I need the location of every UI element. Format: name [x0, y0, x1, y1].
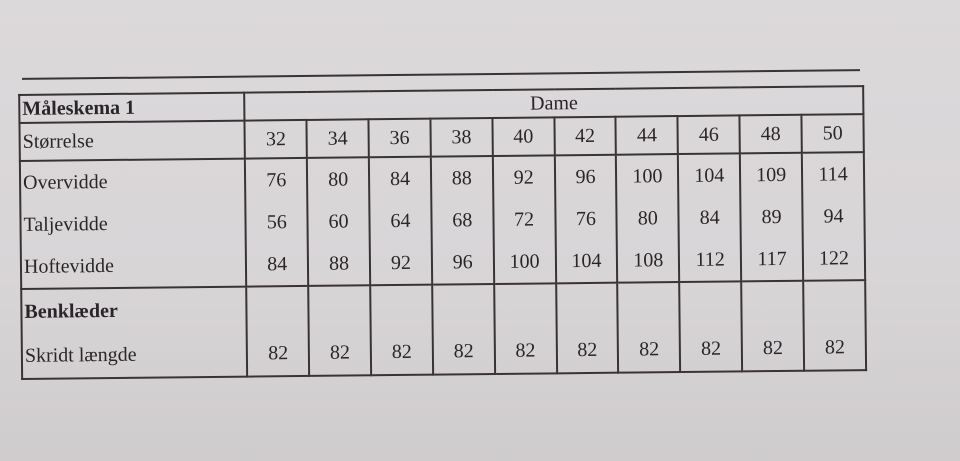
measure-cell: 80 60 88: [307, 157, 371, 286]
inseam-block: Benklæder Skridt længde 82 82 82 82 82 8…: [21, 280, 867, 379]
measure-value: 89: [761, 205, 782, 229]
inseam-value: 82: [762, 336, 784, 360]
inseam-value: 82: [453, 340, 474, 363]
measure-value: 56: [266, 211, 287, 234]
inseam-cell: 82: [617, 282, 681, 373]
inseam-value: 82: [391, 340, 412, 364]
measure-value: 92: [513, 166, 534, 189]
size-cell: 46: [677, 115, 741, 155]
inseam-value: 82: [639, 338, 660, 361]
inseam-label: Skridt længde: [24, 343, 137, 367]
size-cell: 32: [244, 119, 308, 159]
size-cell: 40: [492, 117, 555, 156]
size-cell: 38: [430, 117, 493, 157]
measure-value: 114: [818, 163, 848, 186]
measure-value: 84: [389, 167, 411, 191]
measure-value: 64: [390, 209, 411, 233]
measure-value: 76: [266, 169, 287, 192]
measure-value: 108: [633, 249, 664, 272]
inseam-cell: 82: [555, 282, 619, 374]
inseam-value: 82: [515, 339, 536, 362]
measure-label: Hoftevidde: [23, 254, 115, 278]
empty-line: [437, 285, 489, 330]
measure-value: 100: [509, 250, 540, 273]
inseam-value: 82: [824, 336, 845, 359]
measure-labels: Overvidde Taljevidde Hoftevidde: [19, 158, 247, 289]
measure-value: 72: [514, 208, 535, 231]
measure-value: 96: [452, 251, 473, 274]
measure-value: 104: [571, 249, 602, 273]
inseam-value: 82: [700, 337, 722, 360]
measure-cell: 92 72 100: [492, 155, 556, 284]
section-label: Benklæder: [24, 299, 118, 323]
measurement-sheet: Måleskema 1 Dame Størrelse 32 34 36 38 40 42 4…: [14, 69, 867, 380]
inseam-value: 82: [329, 341, 351, 364]
measure-label: Overvidde: [22, 171, 108, 194]
measure-value: 104: [694, 164, 725, 187]
size-cell: 50: [801, 114, 864, 153]
size-cell: 36: [368, 118, 431, 158]
size-chart-table: Måleskema 1 Dame Størrelse 32 34 36 38 40 42 4…: [18, 85, 867, 380]
measure-value: 80: [637, 207, 658, 230]
measure-cell: 100 80 108: [616, 154, 680, 283]
inseam-value: 82: [577, 338, 598, 362]
measure-cell: 109 89 117: [740, 152, 804, 282]
measure-cell: 114 94 122: [801, 152, 866, 281]
measure-label: Taljevidde: [23, 213, 108, 236]
inseam-cell: 82: [803, 280, 867, 371]
measure-value: 96: [575, 165, 596, 189]
size-cell: 42: [553, 116, 617, 156]
size-cell: 44: [615, 116, 679, 155]
inseam-cell: 82: [432, 283, 495, 375]
measure-value: 88: [451, 167, 472, 190]
inseam-cell: 82: [741, 280, 805, 372]
measure-cell: 76 56 84: [245, 157, 309, 287]
measure-value: 100: [632, 165, 663, 188]
size-cell: 48: [739, 114, 802, 154]
measure-cell: 84 64 92: [368, 156, 433, 286]
empty-line: [684, 282, 736, 327]
measure-value: 68: [452, 209, 473, 232]
empty-line: [313, 286, 365, 331]
empty-line: [252, 287, 304, 332]
measure-value: 122: [818, 247, 850, 270]
measure-value: 117: [757, 247, 787, 271]
measure-cell: 96 76 104: [554, 154, 618, 284]
size-label: Størrelse: [19, 120, 246, 161]
inseam-cell: 82: [246, 285, 310, 377]
size-cell: 34: [306, 119, 369, 158]
inseam-cell: 82: [679, 281, 743, 373]
measure-value: 94: [823, 205, 844, 228]
measure-cell: 104 84 112: [678, 153, 742, 283]
measure-value: 109: [756, 163, 787, 187]
measure-value: 84: [267, 253, 288, 276]
measure-value: 84: [699, 206, 720, 229]
inseam-cell: 82: [308, 285, 372, 376]
empty-line: [746, 282, 798, 327]
empty-line: [623, 283, 675, 328]
inseam-labels: Benklæder Skridt længde: [21, 286, 248, 379]
measure-block: Overvidde Taljevidde Hoftevidde 76 56 84 80 60…: [19, 152, 866, 289]
inseam-cell: 82: [493, 283, 557, 374]
measure-value: 112: [695, 248, 725, 271]
measure-value: 80: [328, 168, 349, 191]
table-title: Måleskema 1: [19, 92, 245, 123]
empty-line: [375, 286, 427, 331]
measure-value: 60: [328, 210, 349, 233]
empty-line: [808, 281, 860, 326]
measure-value: 88: [328, 252, 350, 275]
top-rule: [21, 69, 860, 80]
measure-cell: 88 68 96: [430, 155, 494, 285]
measure-value: 92: [390, 251, 411, 275]
inseam-value: 82: [268, 342, 289, 365]
empty-line: [561, 284, 613, 329]
inseam-cell: 82: [370, 284, 433, 376]
empty-line: [499, 284, 551, 329]
measure-value: 76: [575, 207, 597, 231]
